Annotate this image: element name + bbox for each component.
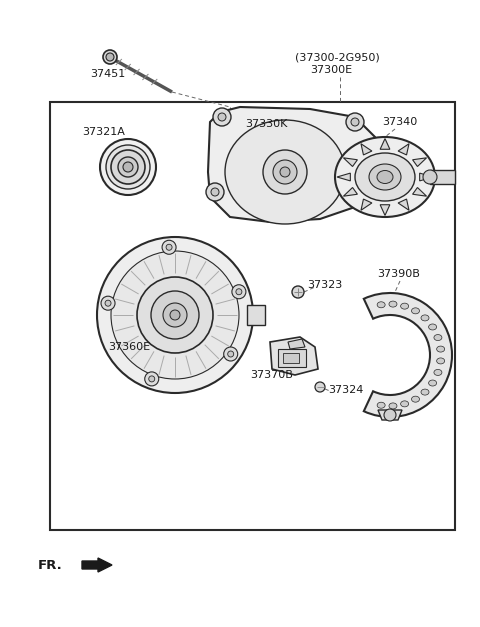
Ellipse shape	[401, 401, 408, 407]
Ellipse shape	[377, 403, 385, 408]
Text: FR.: FR.	[38, 559, 63, 572]
Ellipse shape	[377, 302, 385, 308]
Polygon shape	[378, 410, 402, 420]
Ellipse shape	[335, 137, 435, 217]
Polygon shape	[288, 339, 305, 349]
Circle shape	[423, 170, 437, 184]
Circle shape	[384, 409, 396, 421]
Circle shape	[211, 188, 219, 196]
Text: 37390B: 37390B	[377, 269, 420, 279]
Circle shape	[206, 183, 224, 201]
Circle shape	[106, 53, 114, 61]
Circle shape	[103, 50, 117, 64]
Circle shape	[162, 240, 176, 255]
Ellipse shape	[434, 335, 442, 340]
Polygon shape	[398, 144, 409, 155]
Circle shape	[263, 150, 307, 194]
Circle shape	[170, 310, 180, 320]
Bar	[50, 102, 455, 530]
Polygon shape	[398, 199, 409, 210]
Circle shape	[292, 286, 304, 298]
Circle shape	[224, 347, 238, 361]
Circle shape	[145, 372, 159, 386]
Polygon shape	[420, 173, 433, 181]
Bar	[247, 305, 265, 325]
Ellipse shape	[389, 301, 397, 307]
Ellipse shape	[434, 369, 442, 376]
Text: 37360E: 37360E	[108, 342, 150, 352]
Circle shape	[111, 251, 239, 379]
Polygon shape	[337, 173, 350, 181]
Circle shape	[118, 157, 138, 177]
Circle shape	[273, 160, 297, 184]
Circle shape	[236, 289, 242, 295]
Bar	[283, 353, 299, 363]
Circle shape	[123, 162, 133, 172]
Ellipse shape	[225, 120, 345, 224]
Circle shape	[149, 376, 155, 382]
Ellipse shape	[437, 346, 444, 352]
Ellipse shape	[429, 324, 437, 330]
Circle shape	[218, 113, 226, 121]
Polygon shape	[413, 158, 427, 167]
Circle shape	[280, 167, 290, 177]
Ellipse shape	[429, 380, 437, 386]
Polygon shape	[380, 205, 390, 216]
Circle shape	[213, 108, 231, 126]
Bar	[278, 349, 306, 367]
Polygon shape	[343, 158, 358, 167]
Circle shape	[151, 291, 199, 339]
Bar	[430, 170, 455, 184]
Polygon shape	[343, 187, 358, 196]
Polygon shape	[361, 144, 372, 155]
Circle shape	[163, 303, 187, 327]
Circle shape	[232, 285, 246, 298]
Ellipse shape	[389, 403, 397, 409]
Circle shape	[361, 173, 379, 191]
Polygon shape	[208, 107, 378, 222]
Ellipse shape	[421, 315, 429, 321]
Ellipse shape	[377, 171, 393, 184]
Circle shape	[100, 139, 156, 195]
Circle shape	[101, 296, 115, 310]
FancyArrow shape	[82, 558, 112, 572]
Text: (37300-2G950): (37300-2G950)	[295, 52, 380, 62]
Polygon shape	[380, 139, 390, 149]
Ellipse shape	[411, 396, 420, 402]
Circle shape	[137, 277, 213, 353]
Circle shape	[351, 118, 359, 126]
Text: 37340: 37340	[382, 117, 417, 127]
Circle shape	[346, 113, 364, 131]
Polygon shape	[270, 337, 318, 375]
Text: 37323: 37323	[307, 280, 342, 290]
Polygon shape	[361, 199, 372, 210]
Circle shape	[228, 351, 234, 357]
Circle shape	[366, 178, 374, 186]
Ellipse shape	[421, 389, 429, 395]
Ellipse shape	[355, 153, 415, 201]
Circle shape	[166, 245, 172, 250]
Text: 37330K: 37330K	[245, 119, 288, 129]
Circle shape	[106, 145, 150, 189]
Polygon shape	[413, 187, 427, 196]
Ellipse shape	[369, 164, 401, 190]
Ellipse shape	[401, 303, 408, 309]
Circle shape	[315, 382, 325, 392]
Wedge shape	[364, 293, 452, 417]
Circle shape	[97, 237, 253, 393]
Ellipse shape	[411, 308, 420, 314]
Ellipse shape	[437, 358, 444, 364]
Circle shape	[105, 300, 111, 306]
Circle shape	[111, 150, 145, 184]
Text: 37451: 37451	[90, 69, 125, 79]
Text: 37300E: 37300E	[310, 65, 352, 75]
Text: 37321A: 37321A	[82, 127, 125, 137]
Text: 37370B: 37370B	[250, 370, 293, 380]
Text: 37324: 37324	[328, 385, 363, 395]
